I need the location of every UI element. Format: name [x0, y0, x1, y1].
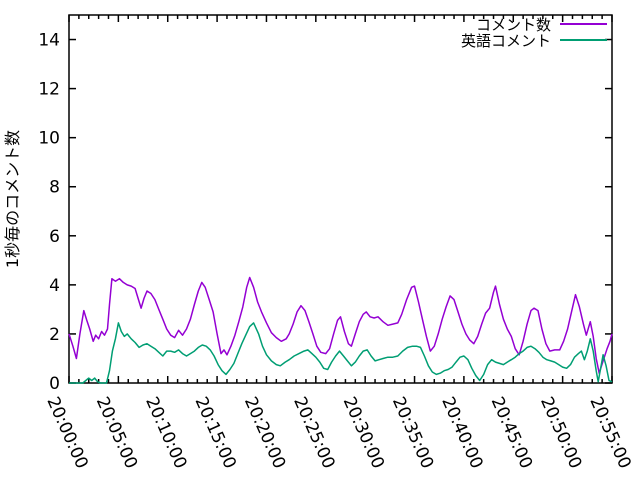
svg-text:4: 4: [49, 276, 60, 296]
legend: コメント数 英語コメント: [460, 15, 607, 50]
svg-text:20:55:00: 20:55:00: [585, 394, 634, 472]
svg-text:20:15:00: 20:15:00: [191, 394, 240, 472]
svg-text:20:40:00: 20:40:00: [437, 394, 486, 472]
svg-text:20:20:00: 20:20:00: [240, 394, 289, 472]
svg-text:12: 12: [38, 80, 60, 100]
legend-item-english-comment: 英語コメント: [460, 31, 607, 50]
svg-text:1秒毎のコメント数: 1秒毎のコメント数: [3, 130, 22, 268]
legend-line-sample-english-comment: [560, 39, 607, 41]
svg-text:10: 10: [38, 129, 60, 149]
svg-text:2: 2: [49, 325, 60, 345]
legend-line-sample-comment-count: [560, 23, 607, 25]
svg-text:20:30:00: 20:30:00: [339, 394, 388, 472]
legend-item-comment-count: コメント数: [461, 15, 607, 34]
svg-text:20:25:00: 20:25:00: [289, 394, 338, 472]
legend-label-english-comment: 英語コメント: [460, 31, 551, 50]
svg-text:20:10:00: 20:10:00: [141, 394, 190, 472]
svg-text:20:45:00: 20:45:00: [487, 394, 536, 472]
svg-text:6: 6: [49, 227, 60, 247]
svg-text:14: 14: [38, 31, 60, 51]
legend-label-comment-count: コメント数: [475, 15, 551, 34]
svg-text:8: 8: [49, 178, 60, 198]
svg-text:20:00:00: 20:00:00: [42, 394, 91, 472]
svg-text:0: 0: [49, 374, 60, 394]
svg-text:20:35:00: 20:35:00: [388, 394, 437, 472]
svg-text:20:05:00: 20:05:00: [92, 394, 141, 472]
svg-text:20:50:00: 20:50:00: [536, 394, 585, 472]
